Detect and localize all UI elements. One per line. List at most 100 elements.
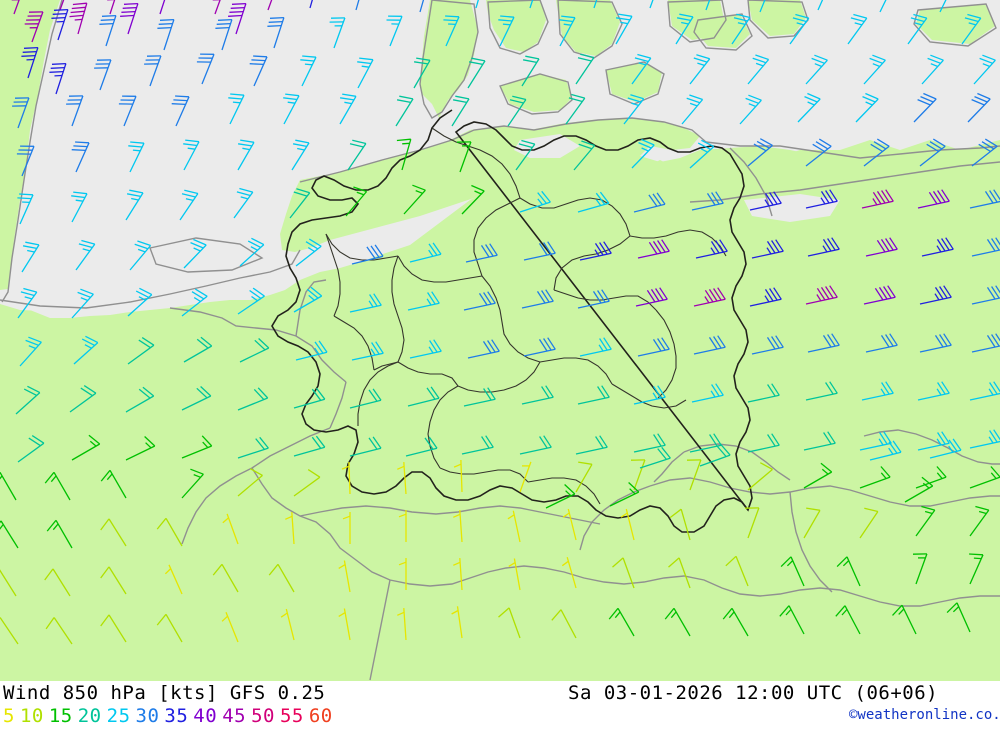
wind-barb	[127, 337, 155, 365]
wind-barb	[523, 241, 556, 261]
wind-barb	[689, 54, 711, 85]
legend-value-55: 55	[279, 705, 304, 727]
wind-barb	[341, 461, 351, 495]
wind-map[interactable]	[0, 0, 1000, 681]
wind-barb	[407, 291, 440, 311]
wind-barb	[971, 285, 1000, 305]
wind-barb	[912, 553, 928, 585]
wind-barb	[100, 614, 127, 643]
wind-barb	[693, 287, 726, 307]
wind-barb	[731, 13, 751, 45]
wind-barb	[803, 431, 836, 451]
wind-barb	[561, 557, 577, 589]
wind-barb	[17, 193, 34, 225]
wind-barb	[805, 285, 838, 305]
wind-barb	[293, 387, 326, 409]
wind-barb	[461, 435, 494, 455]
wind-barb	[293, 286, 323, 313]
wind-barb	[24, 11, 44, 43]
wind-barb	[747, 462, 773, 491]
wind-barb	[59, 0, 65, 11]
wind-barb	[807, 333, 840, 353]
wind-barb	[507, 510, 521, 543]
legend-value-20: 20	[77, 705, 102, 727]
wind-barb	[573, 140, 596, 171]
wind-barb	[405, 436, 438, 457]
wind-barb	[349, 293, 382, 313]
country-borders	[0, 0, 1000, 681]
wind-barb	[94, 59, 112, 91]
wind-barb	[467, 57, 486, 89]
wind-barb	[921, 237, 954, 257]
wind-barb	[237, 287, 265, 315]
map-canvas[interactable]	[0, 0, 1000, 681]
wind-barb	[73, 335, 99, 365]
wind-barb	[939, 0, 947, 13]
wind-barb	[779, 605, 805, 635]
wind-barb	[633, 433, 666, 453]
wind-barb	[649, 0, 654, 9]
wind-barb	[12, 97, 30, 129]
wind-barb	[859, 431, 892, 451]
wind-barb	[631, 53, 652, 85]
copyright-credit: ©weatheronline.co.uk	[849, 707, 1000, 723]
legend-value-10: 10	[19, 705, 44, 727]
wind-barb	[397, 608, 407, 641]
wind-barb	[280, 608, 295, 641]
wind-barb	[144, 55, 162, 87]
wind-barb	[780, 556, 805, 587]
wind-barb	[100, 566, 127, 595]
wind-barb	[608, 607, 635, 637]
wind-barb	[351, 244, 384, 265]
legend-value-15: 15	[48, 705, 73, 727]
wind-barb	[639, 446, 671, 469]
wind-barb	[347, 139, 367, 171]
wind-barb	[836, 556, 861, 587]
wind-barb	[919, 285, 952, 305]
wind-barb	[100, 518, 127, 547]
wind-barb	[351, 341, 384, 361]
wind-barb	[859, 507, 879, 539]
wind-barb	[805, 189, 838, 209]
wind-barb	[969, 553, 984, 585]
wind-barb	[125, 386, 155, 413]
wind-barb	[239, 237, 265, 267]
wind-barb	[747, 138, 773, 167]
wind-barb	[855, 92, 879, 123]
sea-inlets	[0, 92, 840, 312]
wind-barb	[338, 608, 351, 641]
wind-barb	[267, 0, 273, 11]
map-footer: Wind 850 hPa [kts] GFS 0.25 Sa 03-01-202…	[0, 681, 1000, 733]
wind-barbs-layer[interactable]	[0, 0, 1000, 645]
wind-barb	[71, 191, 88, 223]
wind-barb	[171, 95, 190, 127]
wind-barb	[339, 93, 357, 125]
wind-barb	[51, 8, 69, 41]
wind-barb	[345, 186, 368, 217]
wind-barb	[237, 468, 263, 497]
wind-barb	[631, 138, 655, 169]
wind-barb	[451, 95, 470, 127]
wind-barb	[467, 339, 500, 359]
legend-value-60: 60	[308, 705, 333, 727]
wind-barb	[579, 241, 612, 261]
wind-barb	[523, 337, 556, 357]
wind-barb	[507, 95, 527, 127]
wind-barb	[664, 607, 691, 637]
wind-barb	[349, 388, 382, 409]
wind-barb	[293, 469, 321, 497]
wind-barb	[747, 54, 770, 85]
wind-barb	[675, 13, 694, 45]
wind-barb	[861, 189, 894, 209]
wind-barb	[268, 563, 295, 593]
wind-barb	[125, 189, 144, 221]
wind-barb	[681, 94, 704, 125]
wind-barb	[620, 508, 635, 541]
wind-barb	[565, 93, 586, 125]
wind-barb	[691, 191, 724, 211]
wind-barb	[179, 189, 199, 221]
wind-barb	[228, 2, 247, 35]
wind-barb	[973, 54, 996, 85]
wind-barb	[239, 338, 270, 363]
wind-barb	[16, 145, 35, 177]
